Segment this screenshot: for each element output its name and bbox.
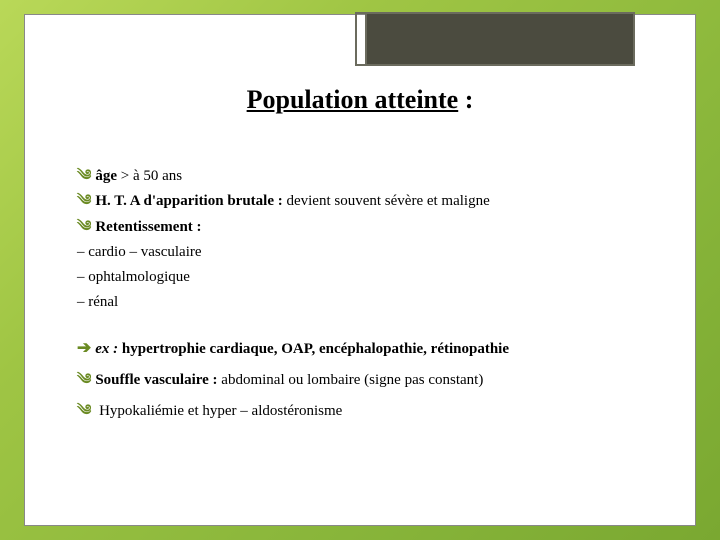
l7-rest: hypertrophie cardiaque, OAP, encéphalopa…: [118, 341, 509, 357]
line-5: – ophtalmologique: [77, 266, 655, 289]
l4-text: – cardio – vasculaire: [77, 244, 202, 260]
header-box: [365, 12, 635, 66]
curl-bullet-icon: ༄: [77, 168, 91, 184]
l6-text: – rénal: [77, 294, 118, 310]
spacer: [77, 317, 655, 335]
bullet-line-8: ༄Souffle vasculaire : abdominal ou lomba…: [77, 369, 655, 392]
l8-rest: abdominal ou lombaire (signe pas constan…: [218, 372, 484, 388]
bullet-line-3: ༄Retentissement :: [77, 216, 655, 239]
l2-bold: H. T. A d'apparition brutale :: [95, 193, 286, 209]
l8-bold: Souffle vasculaire :: [95, 372, 217, 388]
l3-bold: Retentissement :: [95, 219, 201, 235]
slide-content: ༄âge > à 50 ans ༄H. T. A d'apparition br…: [77, 165, 655, 425]
arrow-line-7: ➔ex : hypertrophie cardiaque, OAP, encép…: [77, 335, 655, 361]
line-6: – rénal: [77, 291, 655, 314]
bullet-line-9: ༄ Hypokaliémie et hyper – aldostéronisme: [77, 400, 655, 423]
l2-rest: devient souvent sévère et maligne: [286, 193, 489, 209]
slide-title: Population atteinte :: [25, 85, 695, 115]
curl-bullet-icon: ༄: [77, 219, 91, 235]
line-4: – cardio – vasculaire: [77, 241, 655, 264]
bullet-line-2: ༄H. T. A d'apparition brutale : devient …: [77, 190, 655, 213]
curl-bullet-icon: ༄: [77, 193, 91, 209]
title-tail: :: [458, 85, 473, 114]
l1-bold: âge: [95, 168, 117, 184]
bullet-line-1: ༄âge > à 50 ans: [77, 165, 655, 188]
l9-text: Hypokaliémie et hyper – aldostéronisme: [95, 403, 342, 419]
curl-bullet-icon: ༄: [77, 403, 91, 419]
title-underlined: Population atteinte: [247, 85, 459, 114]
l7-prefix: ex :: [95, 341, 118, 357]
arrow-icon: ➔: [77, 338, 91, 357]
curl-bullet-icon: ༄: [77, 372, 91, 388]
l1-rest: > à 50 ans: [117, 168, 182, 184]
header-box-frame-left: [355, 12, 365, 66]
l5-text: – ophtalmologique: [77, 269, 190, 285]
slide-panel: Population atteinte : ༄âge > à 50 ans ༄H…: [24, 14, 696, 526]
